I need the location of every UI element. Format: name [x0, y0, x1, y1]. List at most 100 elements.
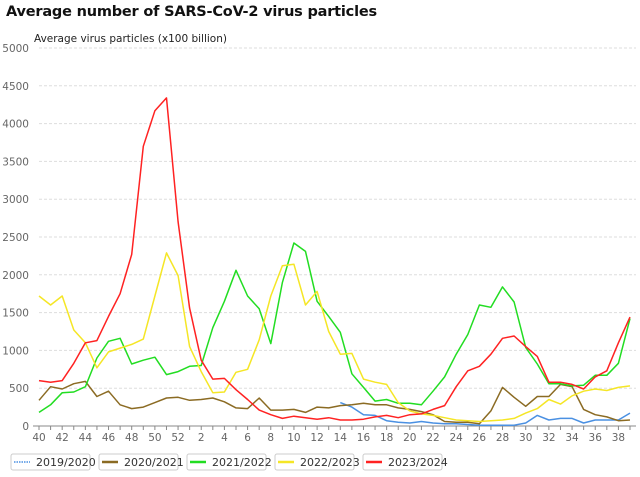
data-point — [419, 412, 423, 416]
legend-label: 2019/2020 — [36, 456, 96, 469]
data-point — [628, 418, 632, 422]
data-point — [327, 330, 331, 334]
data-point — [593, 418, 597, 422]
data-point — [489, 423, 493, 427]
data-point — [107, 339, 111, 343]
y-tick-label: 1000 — [2, 345, 29, 357]
data-point — [628, 384, 632, 388]
data-point — [361, 385, 365, 389]
data-point — [269, 413, 273, 417]
data-point — [558, 402, 562, 406]
series-line — [38, 242, 631, 414]
legend-box[interactable] — [98, 453, 179, 471]
data-point — [338, 404, 342, 408]
data-point — [535, 407, 539, 411]
data-point — [95, 339, 99, 343]
data-point — [304, 410, 308, 414]
series-2020-2021 — [38, 380, 632, 425]
data-point — [605, 415, 609, 419]
legend-item-2019-2020[interactable]: 2019/2020 — [10, 453, 96, 471]
data-point — [489, 409, 493, 413]
x-tick-label: 36 — [589, 432, 603, 444]
data-point — [385, 382, 389, 386]
x-tick-label: 10 — [287, 432, 300, 444]
legend-item-2022-2023[interactable]: 2022/2023 — [274, 453, 360, 471]
data-point — [211, 377, 215, 381]
data-point — [350, 372, 354, 376]
data-point — [408, 421, 412, 425]
data-point — [222, 400, 226, 404]
x-tick-label: 28 — [496, 432, 509, 444]
series-2021-2022 — [38, 242, 631, 414]
data-point — [535, 354, 539, 358]
data-point — [605, 369, 609, 373]
data-point — [350, 403, 354, 407]
legend-box[interactable] — [274, 453, 355, 471]
data-point — [246, 367, 250, 371]
data-point — [304, 416, 308, 420]
data-point — [141, 144, 145, 148]
data-point — [315, 289, 319, 293]
data-point — [107, 350, 111, 354]
data-point — [361, 401, 365, 405]
x-tick-label: 44 — [79, 432, 93, 444]
data-point — [49, 303, 53, 307]
legend-item-2020-2021[interactable]: 2020/2021 — [98, 453, 184, 471]
data-point — [327, 406, 331, 410]
data-point — [176, 395, 180, 399]
data-point — [118, 403, 122, 407]
data-point — [431, 407, 435, 411]
x-tick-label: 24 — [449, 432, 463, 444]
data-point — [628, 315, 632, 319]
data-point — [153, 294, 157, 298]
y-tick-label: 4000 — [2, 119, 29, 131]
data-point — [211, 326, 215, 330]
legend-box[interactable] — [186, 453, 267, 471]
data-point — [512, 334, 516, 338]
data-point — [408, 409, 412, 413]
data-point — [570, 394, 574, 398]
data-point — [280, 280, 284, 284]
y-tick-label: 4500 — [2, 81, 29, 93]
series-2022-2023 — [38, 252, 632, 423]
data-point — [443, 416, 447, 420]
data-point — [361, 377, 365, 381]
data-point — [304, 303, 308, 307]
legend-item-2023-2024[interactable]: 2023/2024 — [362, 453, 448, 471]
legend-box[interactable] — [362, 453, 443, 471]
data-point — [141, 337, 145, 341]
legend-label: 2020/2021 — [124, 456, 184, 469]
data-point — [327, 314, 331, 318]
data-point — [95, 395, 99, 399]
data-point — [246, 294, 250, 298]
data-point — [419, 419, 423, 423]
data-point — [501, 385, 505, 389]
data-point — [501, 418, 505, 422]
data-point — [477, 303, 481, 307]
data-point — [222, 390, 226, 394]
legend-item-2021-2022[interactable]: 2021/2022 — [186, 453, 272, 471]
data-point — [373, 399, 377, 403]
data-point — [83, 341, 87, 345]
data-point — [454, 352, 458, 356]
data-point — [501, 336, 505, 340]
data-point — [130, 407, 134, 411]
data-point — [176, 220, 180, 224]
data-point — [385, 419, 389, 423]
data-point — [234, 406, 238, 410]
x-tick-label: 34 — [565, 432, 579, 444]
data-point — [280, 264, 284, 268]
data-point — [501, 285, 505, 289]
data-point — [443, 404, 447, 408]
data-point — [477, 419, 481, 423]
data-point — [188, 345, 192, 349]
series-line — [38, 97, 631, 421]
data-point — [524, 411, 528, 415]
data-point — [570, 416, 574, 420]
data-point — [547, 418, 551, 422]
y-tick-label: 500 — [9, 383, 29, 395]
legend-box[interactable] — [10, 453, 91, 471]
data-point — [107, 314, 111, 318]
y-tick-label: 3500 — [2, 156, 29, 168]
